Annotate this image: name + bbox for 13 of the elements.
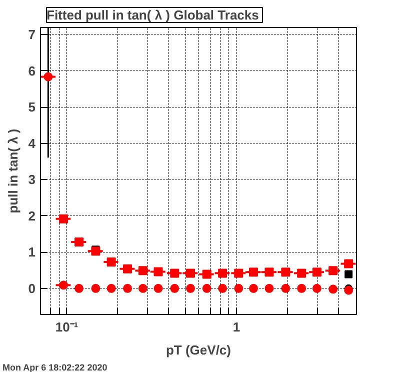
- y-tick-label: 0: [28, 280, 36, 296]
- x-axis-title: pT (GeV/c): [166, 342, 232, 358]
- y-tick-label: 6: [28, 63, 36, 78]
- y-tick-label: 4: [28, 136, 36, 151]
- x-tick-label: 10⁻¹: [55, 320, 78, 334]
- y-tick-label: 1: [28, 244, 36, 260]
- y-tick-label: 5: [28, 100, 36, 115]
- y-axis-title: pull in tan( λ ): [5, 128, 20, 214]
- y-tick-label: 7: [28, 27, 36, 42]
- y-tick-label: 2: [28, 208, 36, 224]
- chart-title: Fitted pull in tan( λ ) Global Tracks: [46, 8, 259, 22]
- y-tick-label: 3: [28, 172, 36, 188]
- text: Mon Apr 6 18:02:22 2020: [2, 362, 108, 372]
